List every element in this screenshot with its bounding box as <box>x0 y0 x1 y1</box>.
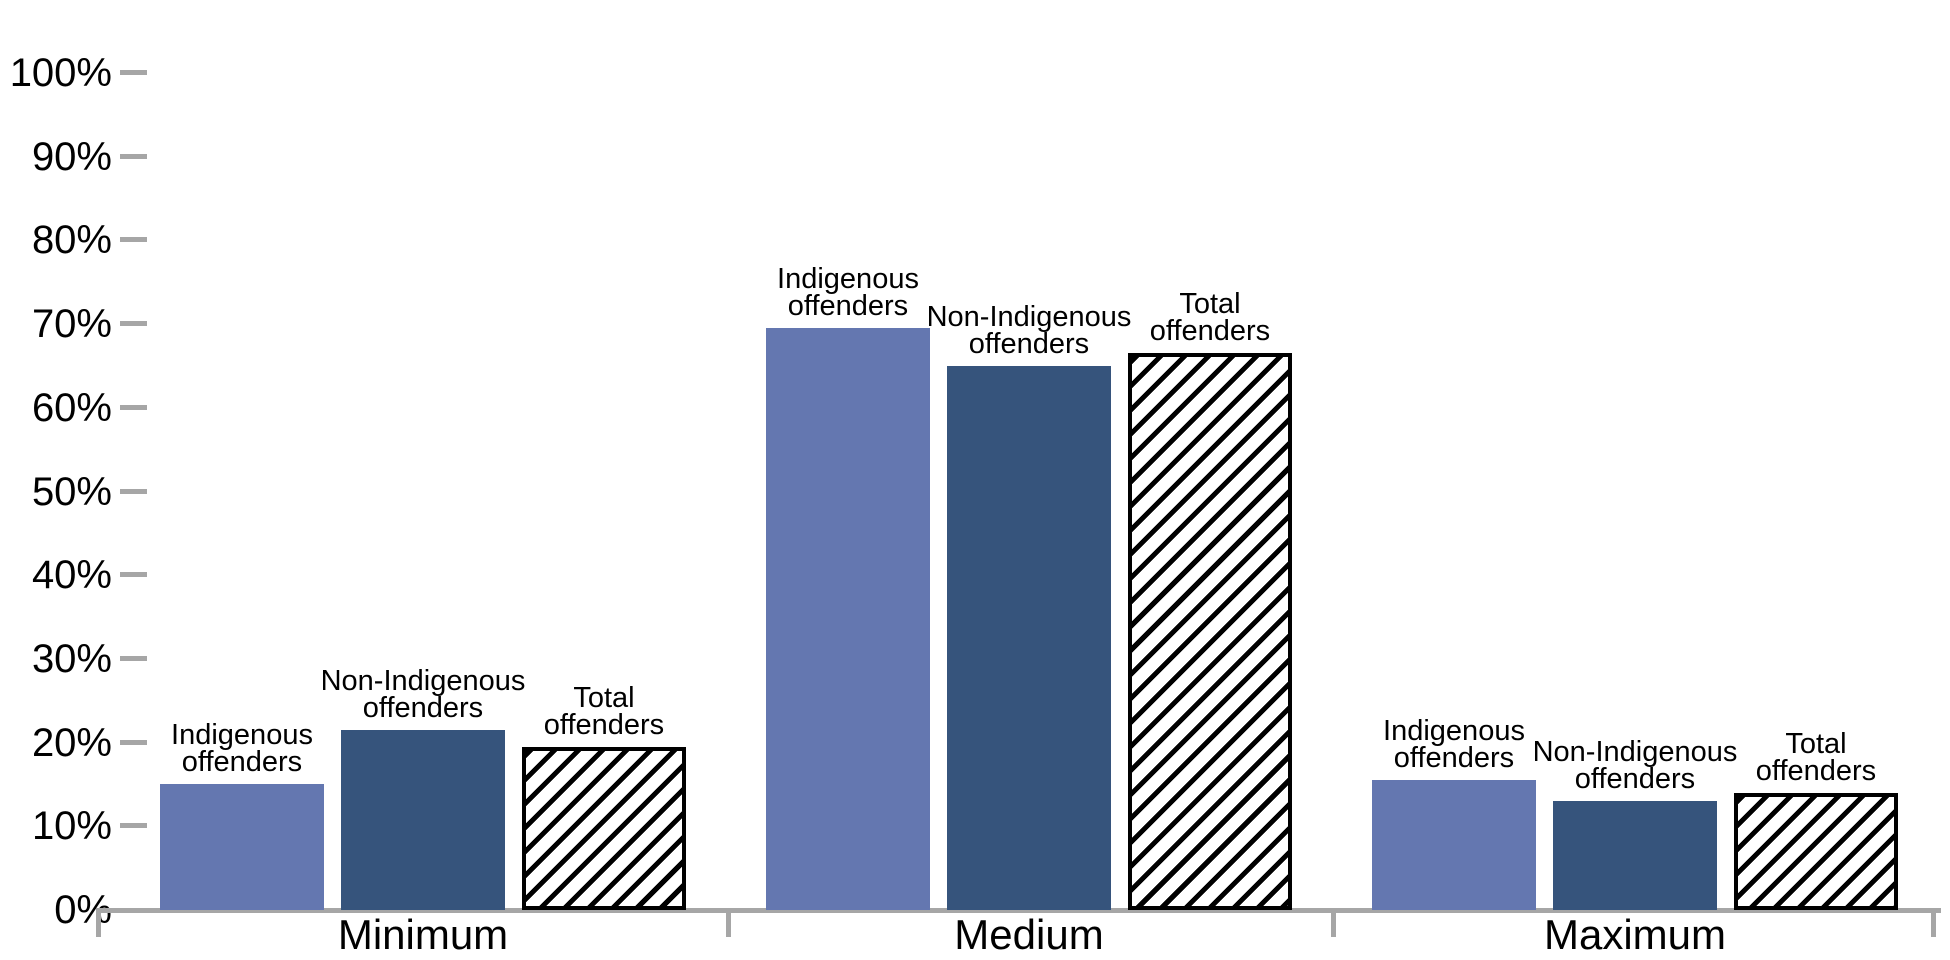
y-axis-label-70: 70% <box>31 302 112 346</box>
bar-label-line-2: offenders <box>1574 763 1696 795</box>
x-axis-boundary-tick-3 <box>1931 908 1936 937</box>
bar-total-offenders-medium <box>1128 353 1292 910</box>
y-axis-tick-60 <box>120 405 147 410</box>
bar-label-line-1: Non-Indigenous <box>1532 736 1738 768</box>
category-label-medium: Medium <box>954 911 1104 958</box>
bar-total-offenders-minimum <box>522 747 686 910</box>
y-axis-tick-30 <box>120 656 147 661</box>
y-axis-label-30: 30% <box>31 637 112 681</box>
bar-label-indigenous-offenders-maximum: Indigenous offenders <box>1322 715 1586 774</box>
bar-label-line-1: Total <box>573 682 635 714</box>
bar-label-total-offenders-maximum: Total offenders <box>1684 728 1948 787</box>
bar-indigenous-offenders-medium <box>766 328 930 910</box>
bar-label-line-2: offenders <box>1755 755 1877 787</box>
y-axis-label-90: 90% <box>31 135 112 179</box>
bar-indigenous-offenders-minimum <box>160 784 324 910</box>
bar-label-non-indigenous-offenders-maximum: Non-Indigenous offenders <box>1503 736 1767 795</box>
y-axis-label-40: 40% <box>31 553 112 597</box>
bar-label-line-1: Total <box>1179 288 1241 320</box>
bar-label-line-1: Indigenous <box>777 263 919 295</box>
bar-total-offenders-maximum <box>1734 793 1898 910</box>
bar-label-line-1: Indigenous <box>1383 715 1525 747</box>
y-axis-label-50: 50% <box>31 470 112 514</box>
y-axis-tick-20 <box>120 740 147 745</box>
bar-indigenous-offenders-maximum <box>1372 780 1536 910</box>
category-label-maximum: Maximum <box>1543 911 1726 958</box>
bar-label-non-indigenous-offenders-minimum: Non-Indigenous offenders <box>291 665 555 724</box>
bar-label-line-2: offenders <box>968 328 1090 360</box>
y-axis-tick-100 <box>120 70 147 75</box>
y-axis-tick-80 <box>120 237 147 242</box>
y-axis-label-20: 20% <box>31 721 112 765</box>
y-axis-label-60: 60% <box>31 386 112 430</box>
y-axis-tick-40 <box>120 572 147 577</box>
bar-label-line-1: Non-Indigenous <box>320 665 526 697</box>
bar-label-line-2: offenders <box>1393 742 1515 774</box>
bar-label-indigenous-offenders-minimum: Indigenous offenders <box>110 719 374 778</box>
y-axis-tick-90 <box>120 154 147 159</box>
bar-label-line-1: Non-Indigenous <box>926 301 1132 333</box>
y-axis-tick-70 <box>120 321 147 326</box>
bar-label-line-1: Total <box>1785 728 1847 760</box>
bar-non-indigenous-offenders-maximum <box>1553 801 1717 910</box>
bar-label-line-2: offenders <box>181 746 303 778</box>
y-axis-label-10: 10% <box>31 804 112 848</box>
bar-non-indigenous-offenders-minimum <box>341 730 505 910</box>
bar-label-line-2: offenders <box>543 709 665 741</box>
bar-label-line-2: offenders <box>1149 315 1271 347</box>
y-axis-label-80: 80% <box>31 218 112 262</box>
bar-label-line-1: Indigenous <box>171 719 313 751</box>
bar-label-total-offenders-minimum: Total offenders <box>472 682 736 741</box>
y-axis-tick-10 <box>120 823 147 828</box>
x-axis-boundary-tick-0 <box>96 908 101 937</box>
y-axis-tick-50 <box>120 489 147 494</box>
x-axis-boundary-tick-2 <box>1331 908 1336 937</box>
bar-label-line-2: offenders <box>362 692 484 724</box>
x-axis-boundary-tick-1 <box>726 908 731 937</box>
bar-label-indigenous-offenders-medium: Indigenous offenders <box>716 263 980 322</box>
bar-label-total-offenders-medium: Total offenders <box>1078 288 1342 347</box>
bar-label-non-indigenous-offenders-medium: Non-Indigenous offenders <box>897 301 1161 360</box>
category-label-minimum: Minimum <box>337 911 509 958</box>
x-axis-line <box>96 908 1941 913</box>
bar-non-indigenous-offenders-medium <box>947 366 1111 910</box>
bar-label-line-2: offenders <box>787 290 909 322</box>
y-axis-label-100: 100% <box>9 51 112 95</box>
